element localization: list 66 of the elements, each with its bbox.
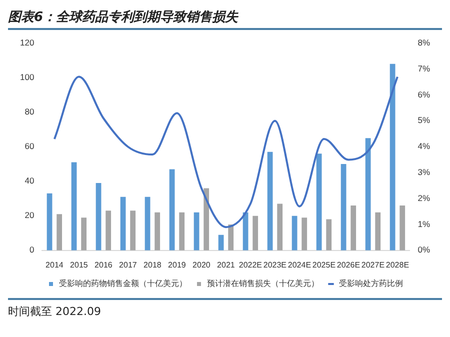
- y2-tick-label: 4%: [418, 141, 430, 152]
- bar: [106, 210, 112, 250]
- bar: [267, 152, 273, 250]
- y2-tick-label: 2%: [418, 192, 430, 203]
- y-tick-label: 100: [20, 72, 34, 82]
- y2-tick-label: 3%: [418, 167, 430, 178]
- bar: [375, 212, 381, 250]
- x-tick-label: 2027E: [361, 260, 385, 270]
- bar: [340, 164, 346, 250]
- bar: [56, 214, 62, 250]
- x-tick-label: 2025E: [312, 260, 336, 270]
- y2-tick-label: 1%: [418, 218, 430, 229]
- x-tick-label: 2016: [94, 260, 113, 270]
- bar: [71, 162, 77, 250]
- bar: [194, 212, 200, 250]
- y-tick-label: 20: [24, 210, 34, 220]
- bar: [218, 234, 224, 250]
- x-tick-label: 2017: [119, 260, 138, 270]
- x-tick-label: 2018: [144, 260, 162, 270]
- y-tick-label: 60: [24, 141, 34, 152]
- bar: [204, 188, 210, 250]
- legend-label: 预计潜在销售损失（十亿美元）: [207, 279, 319, 288]
- bar: [277, 204, 283, 250]
- bar: [81, 218, 87, 250]
- line-series: [53, 76, 398, 228]
- x-tick-label: 2023E: [263, 260, 287, 270]
- x-tick-label: 2024E: [288, 260, 312, 270]
- x-tick-label: 2019: [168, 260, 186, 270]
- bar: [365, 138, 371, 250]
- x-tick-label: 2014: [46, 260, 64, 270]
- bar: [169, 169, 175, 250]
- bar: [130, 210, 136, 250]
- x-tick-label: 2026E: [336, 260, 360, 270]
- y2-tick-label: 0%: [418, 244, 430, 255]
- bar: [228, 224, 234, 250]
- x-tick-label: 2028E: [386, 260, 410, 270]
- y2-tick-label: 6%: [418, 89, 430, 100]
- bar: [144, 196, 150, 250]
- bar: [302, 218, 308, 250]
- y2-tick-label: 7%: [418, 63, 430, 74]
- bar: [316, 154, 322, 250]
- y-tick-label: 40: [24, 176, 34, 186]
- bar: [154, 212, 160, 250]
- y2-tick-label: 5%: [418, 115, 430, 126]
- bar: [179, 212, 185, 250]
- bar: [46, 193, 52, 250]
- bar: [252, 216, 258, 250]
- bar: [96, 183, 102, 250]
- x-tick-label: 2022E: [238, 260, 262, 270]
- chart-title: 图表6：全球药品专利到期导致销售损失: [8, 8, 442, 30]
- bar: [326, 219, 332, 250]
- legend-label: 受影响的药物销售金额（十亿美元）: [59, 279, 187, 288]
- bar: [350, 205, 356, 250]
- bar: [120, 196, 126, 250]
- text: 时间截至 2022.09: [8, 304, 102, 319]
- y-tick-label: 80: [24, 106, 34, 117]
- bar: [400, 205, 406, 250]
- legend-label: 受影响处方药比例: [339, 279, 403, 288]
- x-tick-label: 2020: [192, 260, 211, 270]
- y-tick-label: 0: [29, 244, 34, 255]
- y-tick-label: 120: [20, 37, 34, 48]
- x-tick-label: 2015: [70, 260, 88, 270]
- y2-tick-label: 8%: [418, 37, 430, 48]
- x-tick-label: 2021: [217, 260, 236, 270]
- bar: [390, 64, 396, 250]
- bar: [292, 216, 298, 250]
